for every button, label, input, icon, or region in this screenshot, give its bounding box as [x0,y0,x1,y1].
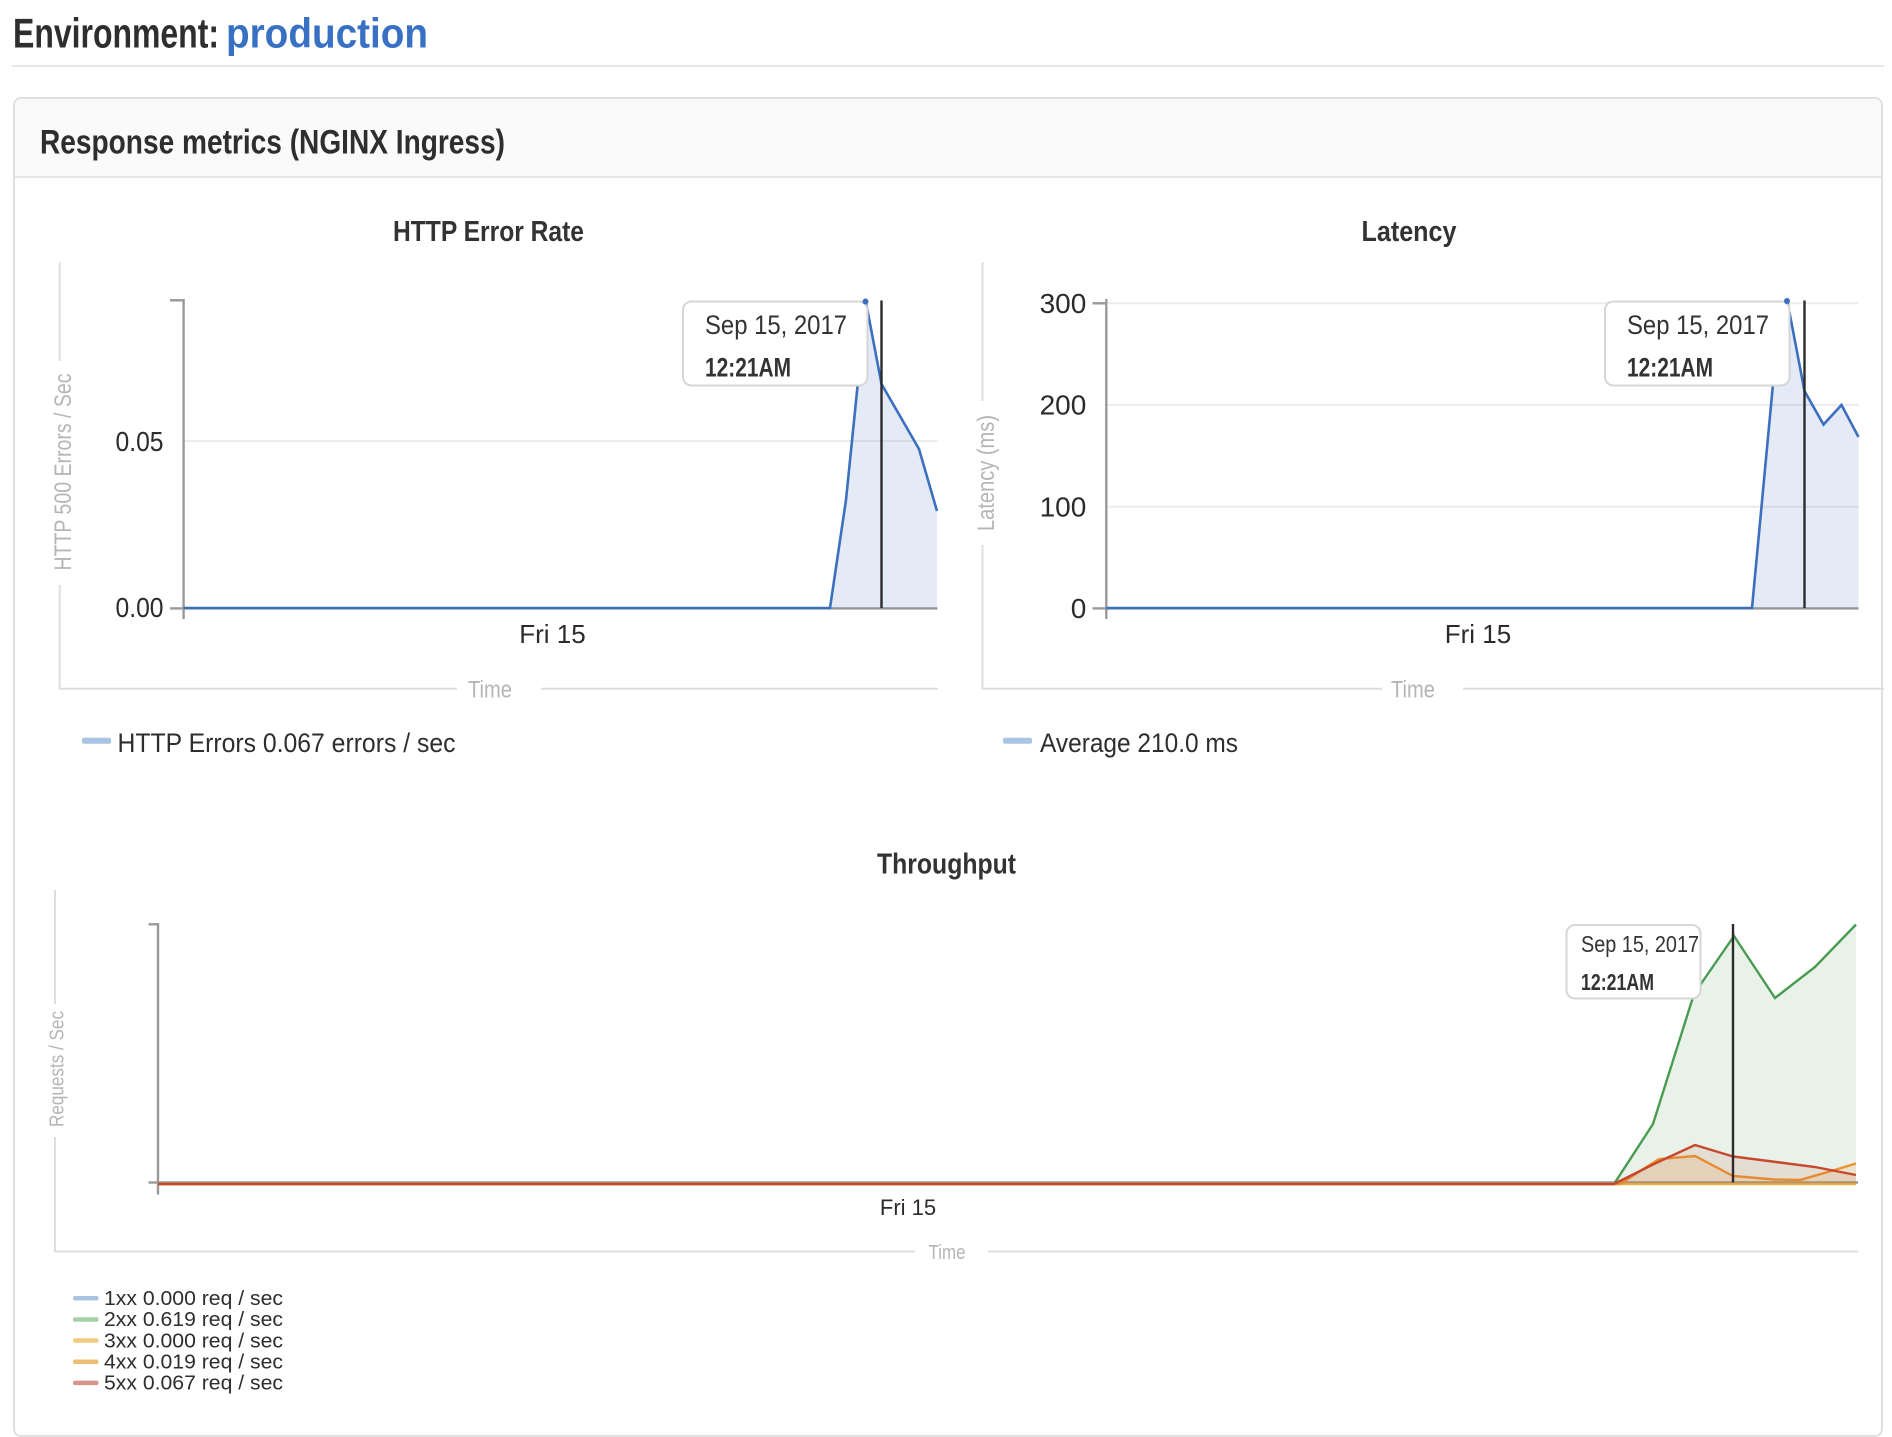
svg-text:production: production [226,9,428,56]
svg-text:12:21AM: 12:21AM [1627,353,1713,383]
svg-text:Latency (ms): Latency (ms) [973,415,1000,531]
svg-text:Sep 15, 2017: Sep 15, 2017 [1627,310,1769,340]
svg-text:Environment:: Environment: [13,9,219,56]
svg-text:Fri 15: Fri 15 [880,1195,936,1220]
svg-text:Fri 15: Fri 15 [1445,619,1511,649]
svg-text:Sep 15, 2017: Sep 15, 2017 [1581,931,1699,957]
svg-text:100: 100 [1040,491,1087,522]
svg-text:Latency: Latency [1362,216,1457,248]
svg-text:HTTP 500 Errors / Sec: HTTP 500 Errors / Sec [50,374,77,571]
svg-text:HTTP Errors 0.067 errors / sec: HTTP Errors 0.067 errors / sec [118,728,456,758]
svg-text:HTTP Error Rate: HTTP Error Rate [393,216,584,248]
svg-text:Time: Time [929,1242,966,1264]
svg-text:200: 200 [1040,390,1087,421]
svg-text:0.00: 0.00 [116,592,164,623]
svg-text:Fri 15: Fri 15 [519,619,585,649]
svg-text:Average 210.0 ms: Average 210.0 ms [1040,728,1238,758]
svg-text:12:21AM: 12:21AM [705,353,791,383]
svg-text:Time: Time [468,676,512,703]
svg-text:2xx 0.619 req / sec: 2xx 0.619 req / sec [104,1309,283,1331]
svg-text:12:21AM: 12:21AM [1581,969,1654,995]
svg-text:0: 0 [1071,593,1087,624]
svg-text:0.05: 0.05 [116,426,164,457]
svg-text:3xx 0.000 req / sec: 3xx 0.000 req / sec [104,1330,283,1352]
svg-text:Throughput: Throughput [877,849,1016,881]
svg-text:Time: Time [1391,676,1435,703]
svg-text:1xx 0.000 req / sec: 1xx 0.000 req / sec [104,1288,283,1310]
svg-text:Response metrics (NGINX Ingres: Response metrics (NGINX Ingress) [40,123,505,161]
svg-text:300: 300 [1040,288,1087,319]
svg-text:5xx 0.067 req / sec: 5xx 0.067 req / sec [104,1373,283,1395]
svg-text:Sep 15, 2017: Sep 15, 2017 [705,310,847,340]
svg-text:Requests / Sec: Requests / Sec [47,1011,69,1127]
svg-text:4xx 0.019 req / sec: 4xx 0.019 req / sec [104,1352,283,1374]
